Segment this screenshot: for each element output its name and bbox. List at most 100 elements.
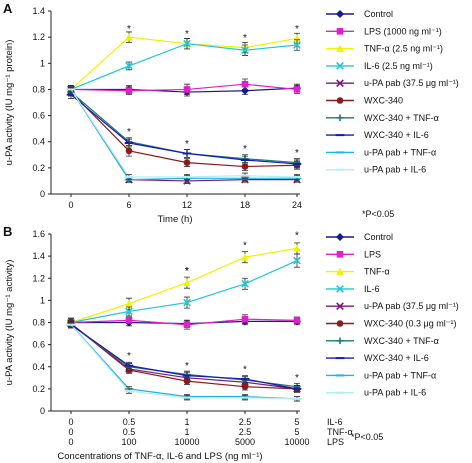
significance-star: * bbox=[185, 266, 189, 277]
series-line bbox=[70, 91, 298, 168]
data-point bbox=[241, 279, 249, 288]
legend-label: Control bbox=[364, 232, 393, 242]
legend-label: WXC-340 + TNF-α bbox=[364, 336, 439, 346]
data-point bbox=[241, 46, 249, 55]
x-tick-label: 0.5 bbox=[123, 427, 136, 437]
panel-label: A bbox=[3, 1, 13, 16]
series-group bbox=[68, 86, 300, 184]
y-tick-label: 0.8 bbox=[32, 318, 45, 328]
legend-label: WXC-340 + TNF-α bbox=[364, 113, 439, 123]
x-tick-label: 2.5 bbox=[239, 417, 252, 427]
significance-star: * bbox=[127, 24, 131, 35]
series-group bbox=[68, 87, 300, 171]
y-tick-label: 0 bbox=[40, 406, 45, 416]
data-point bbox=[125, 307, 133, 316]
y-tick-label: 1.4 bbox=[32, 251, 45, 261]
x-tick-label: 6 bbox=[126, 200, 131, 210]
legend-swatch-marker bbox=[336, 251, 344, 258]
legend-swatch-marker bbox=[336, 114, 344, 122]
footnote: *P<0.05 bbox=[362, 209, 394, 219]
x-tick-label: 0 bbox=[68, 437, 73, 447]
x-axis-label: Time (h) bbox=[157, 214, 192, 225]
legend-label: u-PA pab + IL-6 bbox=[364, 388, 426, 398]
x-tick-label: 18 bbox=[240, 200, 250, 210]
y-tick-label: 0.6 bbox=[32, 111, 45, 121]
data-point bbox=[183, 159, 191, 166]
significance-star: * bbox=[243, 144, 247, 155]
data-point bbox=[125, 316, 133, 324]
significance-star: * bbox=[185, 266, 189, 277]
data-point bbox=[293, 41, 301, 49]
significance-star: * bbox=[185, 29, 189, 40]
y-tick-label: 0.4 bbox=[32, 362, 45, 372]
series-group bbox=[68, 253, 300, 327]
x-tick-label: 0 bbox=[68, 417, 73, 427]
x-tick-label: 0 bbox=[68, 200, 73, 210]
x-tick-row-label: TNF-α bbox=[327, 427, 353, 437]
series-line bbox=[70, 260, 298, 324]
legend-swatch-marker bbox=[336, 97, 344, 104]
legend-label: Control bbox=[364, 9, 393, 19]
data-point bbox=[125, 87, 133, 95]
data-point bbox=[183, 321, 191, 329]
significance-star: * bbox=[295, 148, 299, 159]
x-tick-label: 0.5 bbox=[123, 417, 136, 427]
y-tick-label: 0 bbox=[40, 189, 45, 199]
significance-star: * bbox=[185, 139, 189, 150]
y-tick-label: 1.2 bbox=[32, 32, 45, 42]
legend-label: u-PA pab + TNF-α bbox=[364, 147, 436, 157]
y-tick-label: 0.2 bbox=[32, 163, 45, 173]
data-point bbox=[241, 80, 249, 88]
x-tick-label: 1 bbox=[184, 417, 189, 427]
data-point bbox=[183, 298, 191, 307]
legend-swatch-marker bbox=[336, 320, 344, 327]
legend-label: TNF-α bbox=[364, 267, 390, 277]
legend-swatch-marker bbox=[336, 79, 344, 88]
legend-label: u-PA pab (37.5 μg ml⁻¹) bbox=[364, 301, 459, 311]
y-axis-label: u-PA activity (IU mg⁻¹ protein) bbox=[4, 40, 15, 166]
y-tick-label: 1.4 bbox=[32, 6, 45, 16]
data-point bbox=[241, 163, 249, 170]
legend-swatch-marker bbox=[336, 267, 344, 275]
data-point bbox=[293, 316, 301, 324]
x-tick-label: 10000 bbox=[284, 437, 309, 447]
data-point bbox=[241, 315, 249, 323]
x-tick-label: 10000 bbox=[174, 437, 199, 447]
significance-star: * bbox=[127, 351, 131, 362]
legend-label: WXC-340 + IL-6 bbox=[364, 353, 429, 363]
y-axis-label: u-PA activity (IU mg⁻¹ activity) bbox=[4, 260, 15, 386]
y-tick-label: 1.2 bbox=[32, 273, 45, 283]
legend-label: u-PA pab + TNF-α bbox=[364, 370, 436, 380]
panel-label: B bbox=[3, 224, 12, 239]
legend-swatch-marker bbox=[336, 285, 344, 293]
series-group bbox=[68, 87, 300, 167]
data-point bbox=[183, 39, 191, 48]
series-line bbox=[70, 91, 298, 164]
y-tick-label: 0.8 bbox=[32, 84, 45, 94]
legend-swatch-marker bbox=[336, 44, 344, 52]
data-point bbox=[241, 253, 249, 261]
legend-label: WXC-340 + IL-6 bbox=[364, 130, 429, 140]
data-point bbox=[241, 383, 249, 390]
y-tick-label: 1 bbox=[40, 295, 45, 305]
data-point bbox=[125, 147, 133, 155]
significance-star: * bbox=[185, 361, 189, 372]
data-point bbox=[293, 86, 301, 93]
x-axis-label: Concentrations of TNF-α, IL-6 and LPS (n… bbox=[57, 451, 262, 462]
legend-label: LPS (1000 ng ml⁻¹) bbox=[364, 26, 442, 36]
y-tick-label: 1 bbox=[40, 58, 45, 68]
x-tick-label: 100 bbox=[121, 437, 136, 447]
legend-swatch-marker bbox=[336, 337, 344, 345]
x-tick-label: 5 bbox=[294, 427, 299, 437]
data-point bbox=[125, 299, 133, 307]
significance-star: * bbox=[295, 24, 299, 35]
data-point bbox=[293, 256, 301, 265]
y-tick-label: 0.6 bbox=[32, 340, 45, 350]
legend-swatch-marker bbox=[336, 62, 344, 70]
series-group bbox=[68, 322, 300, 402]
x-tick-label: 5000 bbox=[235, 437, 255, 447]
legend-label: TNF-α (2.5 ng ml⁻¹) bbox=[364, 44, 443, 54]
footnote: *P<0.05 bbox=[351, 432, 383, 442]
legend-swatch-marker bbox=[336, 28, 344, 35]
